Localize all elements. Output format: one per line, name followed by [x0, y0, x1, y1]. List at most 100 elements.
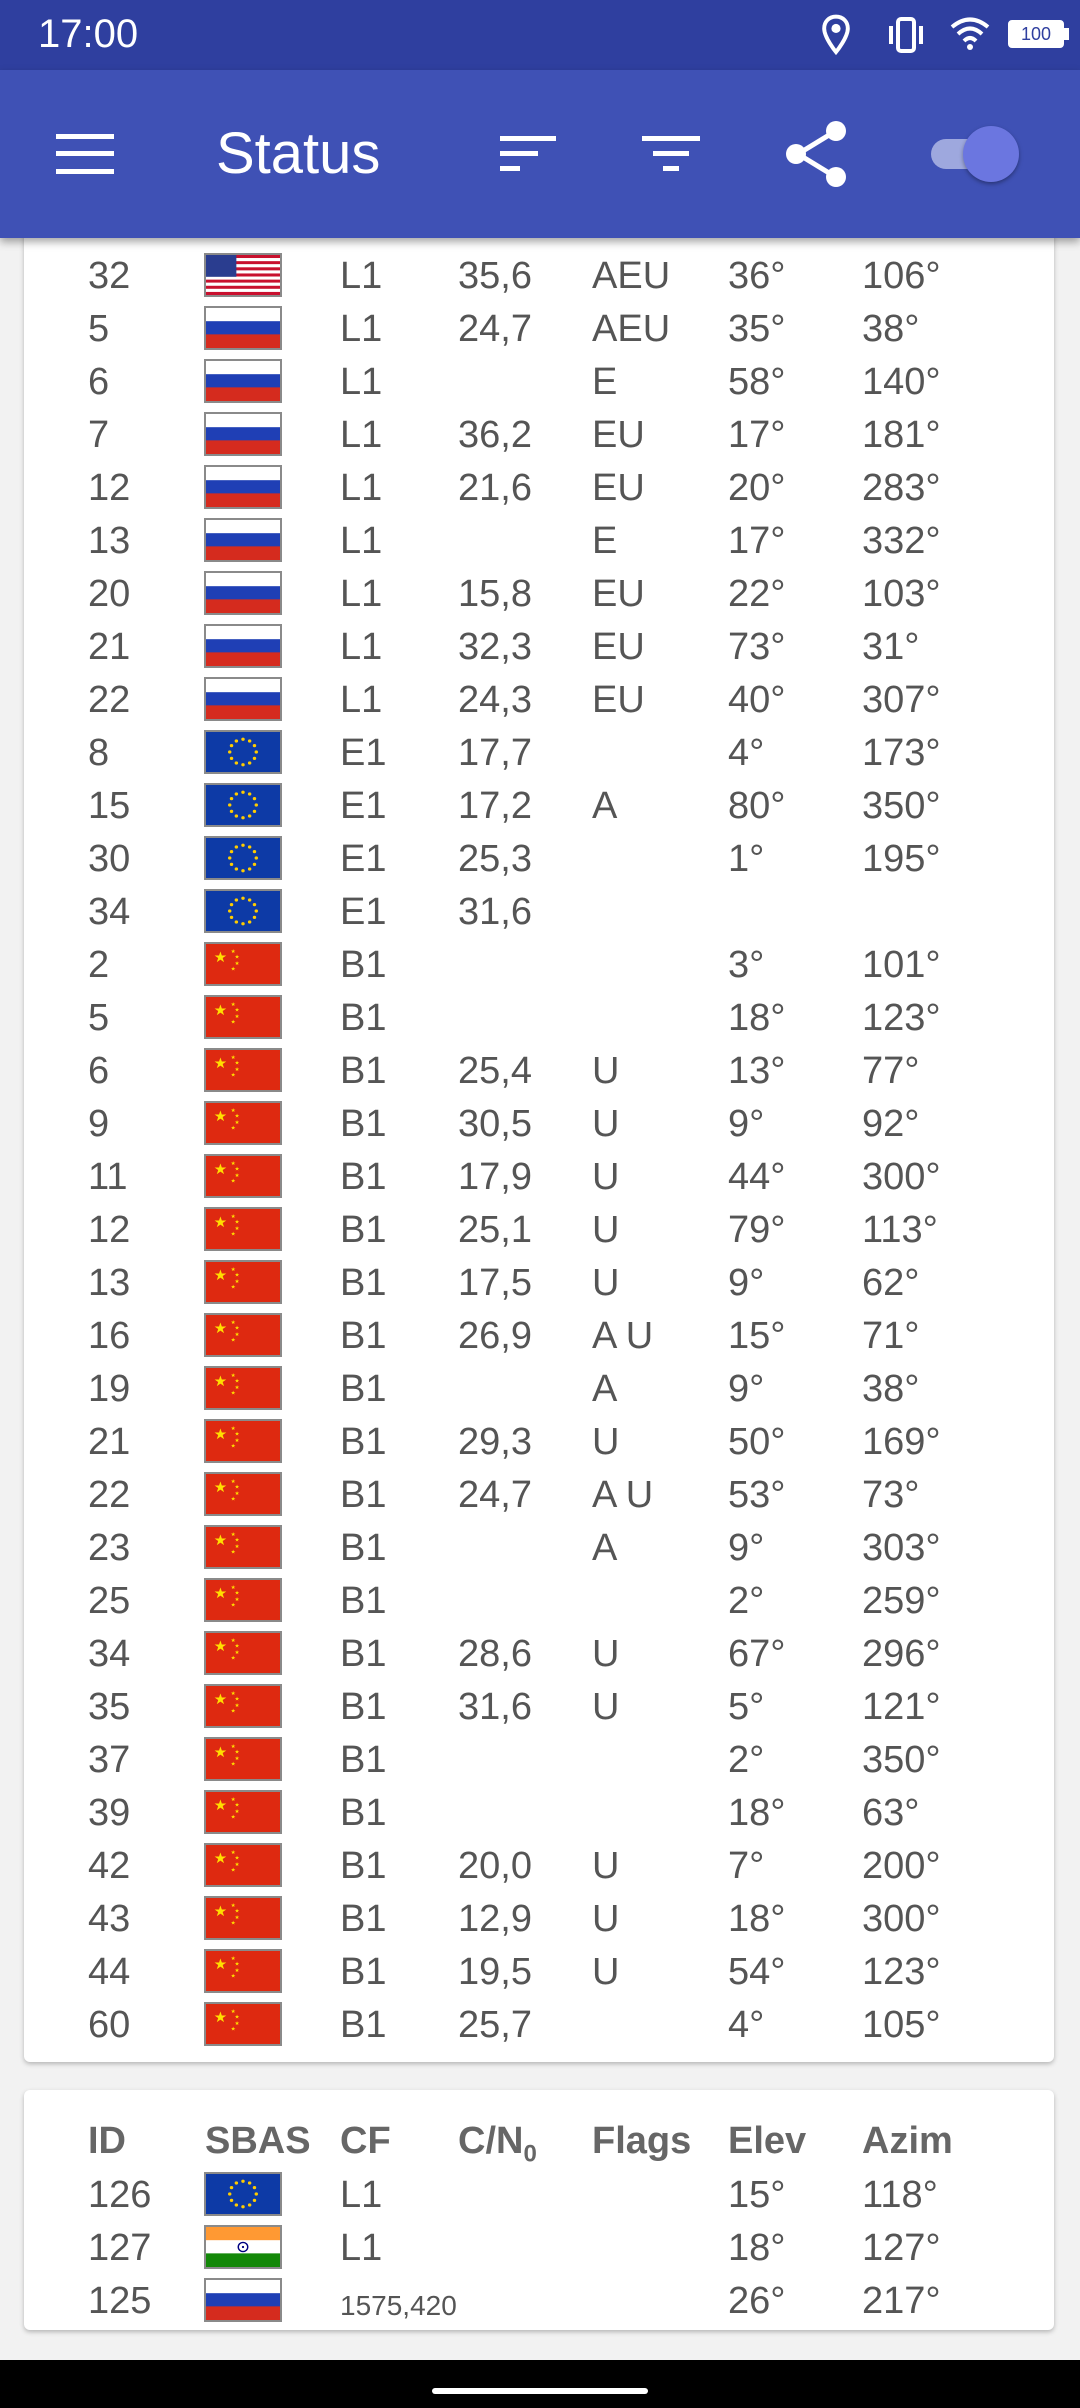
gnss-row: 30 E1 25,3 1° 195° [24, 834, 1054, 887]
svg-text:★: ★ [234, 1272, 239, 1279]
gnss-flag [204, 412, 282, 456]
gnss-cf: B1 [340, 2004, 387, 2046]
header-cn-sub: 0 [523, 2140, 537, 2168]
gnss-cf: L1 [340, 679, 383, 721]
gnss-row: 43 ★ ★ ★ ★ ★ B1 12,9 U 18° 300° [24, 1894, 1054, 1947]
gnss-cn0: 31,6 [458, 891, 532, 933]
sbas-flag [204, 2225, 282, 2269]
gnss-cn0: 29,3 [458, 1421, 532, 1463]
svg-text:★: ★ [231, 1548, 236, 1555]
flag-china-icon: ★ ★★★★ [204, 1472, 282, 1516]
gnss-cf: L1 [340, 467, 383, 509]
gnss-id: 42 [88, 1845, 131, 1887]
gnss-elev: 79° [728, 1209, 786, 1251]
gnss-id: 34 [88, 891, 131, 933]
sbas-elev: 15° [728, 2174, 786, 2216]
battery-tip [1064, 28, 1069, 40]
svg-text:★: ★ [234, 1649, 239, 1656]
gnss-azim: 195° [862, 838, 941, 880]
gnss-azim: 31° [862, 626, 920, 668]
svg-text:★: ★ [214, 1266, 228, 1284]
svg-text:★: ★ [231, 1919, 236, 1926]
gnss-cn0: 24,7 [458, 1474, 532, 1516]
svg-text:★: ★ [214, 1160, 228, 1178]
gnss-flags: EU [592, 414, 645, 456]
gnss-row: 15 E1 17,2 A 80° 350° [24, 781, 1054, 834]
gnss-flags: A U [592, 1474, 654, 1516]
flag-russia-icon [204, 412, 282, 456]
menu-button[interactable] [40, 70, 130, 238]
gnss-id: 30 [88, 838, 131, 880]
gnss-azim: 73° [862, 1474, 920, 1516]
svg-text:★: ★ [231, 1601, 236, 1608]
header-azim: Azim [862, 2120, 953, 2162]
svg-text:★: ★ [214, 1849, 228, 1867]
status-time: 17:00 [38, 12, 139, 56]
svg-text:★: ★ [231, 1813, 236, 1820]
gnss-flag [204, 306, 282, 350]
home-gesture-handle[interactable] [432, 2388, 648, 2394]
svg-text:★: ★ [234, 1861, 239, 1868]
sbas-elev: 26° [728, 2280, 786, 2322]
flag-russia-icon [204, 465, 282, 509]
gnss-elev: 2° [728, 1739, 765, 1781]
svg-text:★: ★ [231, 1637, 236, 1644]
gnss-elev: 3° [728, 944, 765, 986]
gnss-flags: U [592, 1103, 620, 1145]
gnss-cn0: 30,5 [458, 1103, 532, 1145]
gnss-cf: B1 [340, 1103, 387, 1145]
gnss-id: 11 [88, 1156, 128, 1198]
svg-text:★: ★ [214, 1637, 228, 1655]
svg-text:★: ★ [231, 1495, 236, 1502]
sbas-azim: 127° [862, 2227, 941, 2269]
gnss-id: 19 [88, 1368, 131, 1410]
sbas-row: 125 1575,420 26° 217° [24, 2276, 1054, 2329]
svg-text:★: ★ [234, 1325, 239, 1332]
svg-text:★: ★ [234, 1166, 239, 1173]
gnss-elev: 35° [728, 308, 786, 350]
flag-eu-icon [204, 783, 282, 827]
location-icon [822, 14, 850, 56]
gnss-cf: L1 [340, 255, 383, 297]
gnss-flags: EU [592, 467, 645, 509]
gnss-flag [204, 624, 282, 668]
svg-text:★: ★ [214, 1531, 228, 1549]
gnss-elev: 9° [728, 1368, 765, 1410]
flag-china-icon: ★ ★★★★ [204, 942, 282, 986]
sbas-row: 127 L1 18° 127° [24, 2223, 1054, 2276]
share-button[interactable] [770, 70, 864, 238]
sbas-azim: 217° [862, 2280, 941, 2322]
gnss-id: 7 [88, 414, 110, 456]
gnss-flags: U [592, 1951, 620, 1993]
gnss-cf: B1 [340, 1474, 387, 1516]
flag-china-icon: ★ ★★★★ [204, 1366, 282, 1410]
gnss-elev: 7° [728, 1845, 765, 1887]
svg-text:★: ★ [231, 1213, 236, 1220]
flag-china-icon: ★ ★★★★ [204, 1154, 282, 1198]
filter-icon [642, 136, 700, 171]
gnss-cf: L1 [340, 361, 383, 403]
gnss-id: 6 [88, 361, 110, 403]
gnss-cf: B1 [340, 1262, 387, 1304]
gnss-id: 6 [88, 1050, 110, 1092]
gnss-flag: ★ ★ ★ ★ ★ [204, 1260, 282, 1304]
flag-china-icon: ★ ★★★★ [204, 1578, 282, 1622]
svg-text:★: ★ [231, 1160, 236, 1167]
app-bar: Status [0, 70, 1080, 238]
gnss-row: 25 ★ ★ ★ ★ ★ B1 2° 259° [24, 1576, 1054, 1629]
gnss-id: 39 [88, 1792, 131, 1834]
filter-button[interactable] [626, 70, 716, 238]
gnss-row: 44 ★ ★ ★ ★ ★ B1 19,5 U 54° 123° [24, 1947, 1054, 2000]
gnss-cn0: 28,6 [458, 1633, 532, 1675]
gnss-cn0: 24,3 [458, 679, 532, 721]
gnss-flag [204, 571, 282, 615]
gnss-cf: B1 [340, 1156, 387, 1198]
toggle-switch[interactable] [916, 70, 1026, 238]
gnss-cf: B1 [340, 1527, 387, 1569]
svg-text:★: ★ [231, 1336, 236, 1343]
gnss-id: 22 [88, 1474, 131, 1516]
gnss-cn0: 26,9 [458, 1315, 532, 1357]
sort-button[interactable] [484, 70, 574, 238]
sbas-cf: L1 [340, 2227, 383, 2269]
sbas-flag [204, 2278, 282, 2322]
